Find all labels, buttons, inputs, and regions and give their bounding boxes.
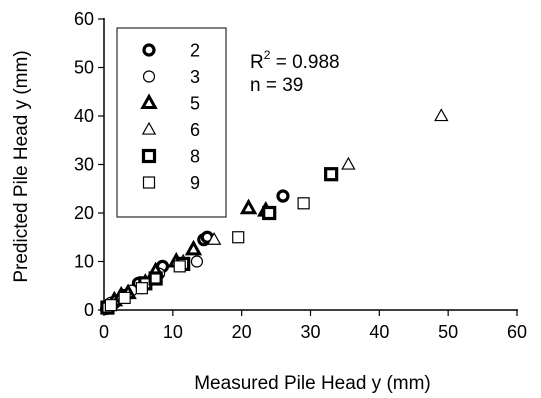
legend-marker-5	[140, 93, 158, 110]
data-point-series-6	[341, 156, 356, 170]
y-tick-label: 60	[74, 9, 94, 29]
legend: 2 3 5 6 8 9	[116, 27, 227, 218]
x-tick-label: 40	[369, 322, 389, 342]
data-point-series-8	[148, 271, 163, 286]
data-point-series-3	[190, 255, 204, 268]
r2-value: = 0.988	[270, 52, 339, 73]
legend-label: 2	[190, 41, 200, 61]
legend-marker-8	[141, 148, 157, 164]
y-tick-label: 30	[74, 155, 94, 175]
legend-marker-2	[142, 43, 156, 57]
y-axis-label: Predicted Pile Head y (mm)	[11, 50, 32, 282]
y-tick-label: 0	[84, 300, 94, 320]
y-tick-label: 40	[74, 106, 94, 126]
data-point-series-6	[206, 231, 222, 245]
legend-label: 3	[190, 67, 200, 87]
x-tick-label: 50	[438, 322, 458, 342]
legend-box	[116, 27, 227, 218]
data-point-series-5	[239, 198, 258, 215]
data-point-series-9	[104, 299, 117, 312]
n-annotation: n = 39	[250, 75, 303, 96]
r-squared-annotation: R2 = 0.988	[250, 48, 340, 73]
legend-marker-9	[142, 176, 156, 189]
data-point-series-8	[324, 167, 339, 182]
data-point-series-9	[297, 197, 310, 210]
data-point-series-9	[232, 231, 245, 244]
data-point-series-6	[434, 108, 449, 122]
x-tick-label: 20	[232, 322, 252, 342]
x-axis-label: Measured Pile Head y (mm)	[194, 373, 431, 394]
legend-label: 5	[190, 94, 200, 114]
data-point-series-2	[276, 189, 290, 203]
x-tick-label: 60	[507, 322, 527, 342]
x-axis-ticks: 0 10 20 30 40 50 60	[99, 310, 527, 342]
y-tick-label: 10	[74, 252, 94, 272]
x-tick-label: 10	[163, 322, 183, 342]
data-point-series-8	[262, 205, 277, 221]
r2-exponent: 2	[264, 48, 271, 62]
data-point-series-5	[184, 239, 203, 256]
y-tick-label: 20	[74, 203, 94, 223]
data-points	[99, 108, 449, 316]
x-tick-label: 30	[300, 322, 320, 342]
data-point-series-9	[173, 260, 186, 273]
r2-prefix: R	[250, 52, 264, 73]
x-tick-label: 0	[99, 322, 109, 342]
data-point-series-9	[118, 291, 131, 304]
legend-label: 9	[190, 173, 200, 193]
data-point-series-9	[135, 282, 148, 295]
y-axis-ticks: 0 10 20 30 40 50 60	[74, 9, 104, 320]
legend-marker-6	[141, 121, 157, 135]
legend-marker-3	[142, 70, 156, 83]
legend-label: 6	[190, 120, 200, 140]
y-tick-label: 50	[74, 58, 94, 78]
legend-label: 8	[190, 147, 200, 167]
